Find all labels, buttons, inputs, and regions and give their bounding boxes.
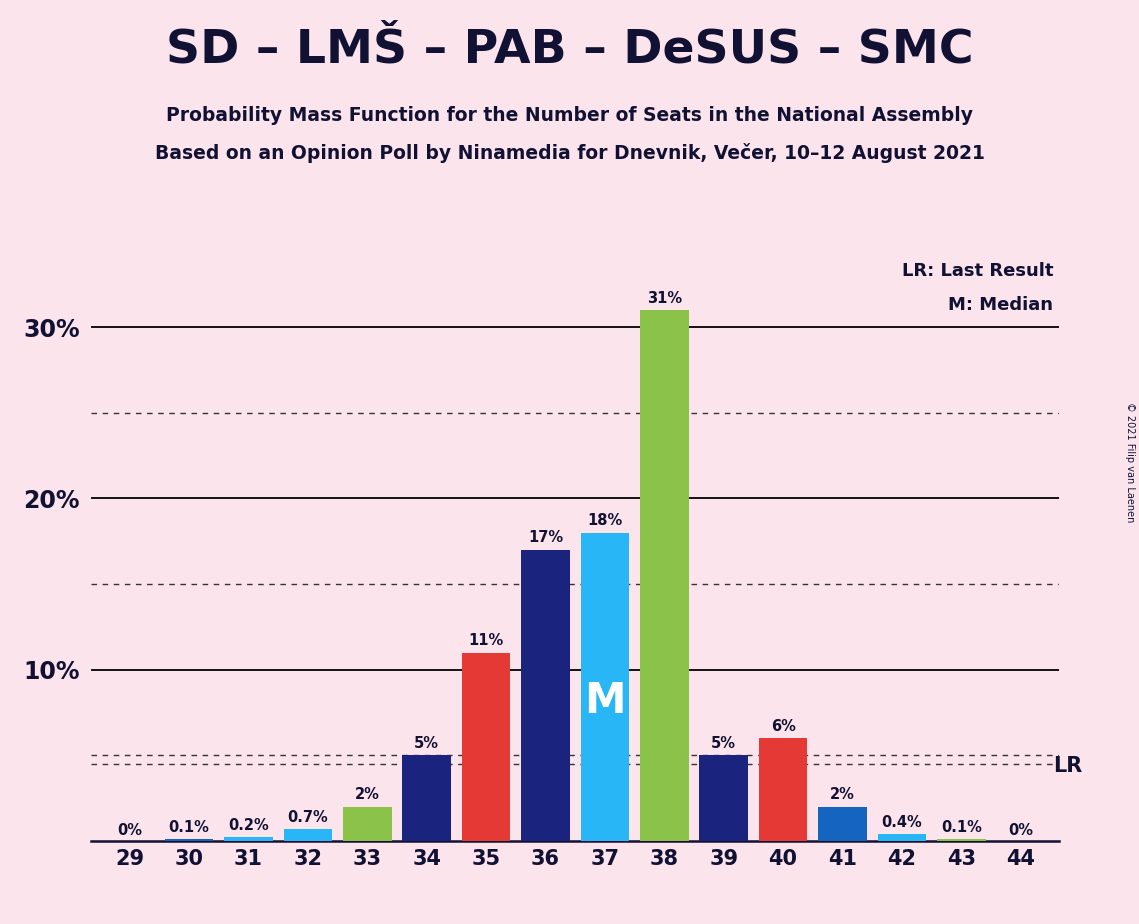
Text: 0.4%: 0.4%	[882, 815, 923, 830]
Bar	[461, 652, 510, 841]
Bar	[937, 839, 985, 841]
Text: 31%: 31%	[647, 291, 682, 306]
Bar	[284, 829, 333, 841]
Text: 0%: 0%	[117, 823, 142, 838]
Bar	[877, 834, 926, 841]
Text: 2%: 2%	[830, 787, 855, 802]
Text: 0.2%: 0.2%	[228, 818, 269, 833]
Text: Based on an Opinion Poll by Ninamedia for Dnevnik, Večer, 10–12 August 2021: Based on an Opinion Poll by Ninamedia fo…	[155, 143, 984, 164]
Text: LR: LR	[1054, 757, 1082, 776]
Bar	[581, 532, 629, 841]
Text: M: M	[584, 680, 625, 722]
Text: 5%: 5%	[711, 736, 736, 751]
Text: Probability Mass Function for the Number of Seats in the National Assembly: Probability Mass Function for the Number…	[166, 106, 973, 126]
Bar	[640, 310, 689, 841]
Bar	[699, 755, 748, 841]
Bar	[165, 839, 213, 841]
Text: 18%: 18%	[588, 514, 623, 529]
Bar	[402, 755, 451, 841]
Bar	[224, 837, 273, 841]
Text: 0.1%: 0.1%	[941, 820, 982, 835]
Bar	[818, 807, 867, 841]
Text: 5%: 5%	[415, 736, 440, 751]
Text: 17%: 17%	[528, 530, 563, 545]
Text: LR: Last Result: LR: Last Result	[902, 262, 1054, 280]
Bar	[522, 550, 570, 841]
Text: 2%: 2%	[355, 787, 379, 802]
Text: 6%: 6%	[771, 719, 795, 734]
Bar	[759, 738, 808, 841]
Text: © 2021 Filip van Laenen: © 2021 Filip van Laenen	[1125, 402, 1134, 522]
Text: 0.1%: 0.1%	[169, 820, 210, 835]
Text: SD – LMŠ – PAB – DeSUS – SMC: SD – LMŠ – PAB – DeSUS – SMC	[165, 28, 974, 73]
Text: M: Median: M: Median	[949, 297, 1054, 314]
Text: 0.7%: 0.7%	[287, 809, 328, 824]
Bar	[343, 807, 392, 841]
Text: 0%: 0%	[1008, 823, 1033, 838]
Text: 11%: 11%	[468, 633, 503, 649]
